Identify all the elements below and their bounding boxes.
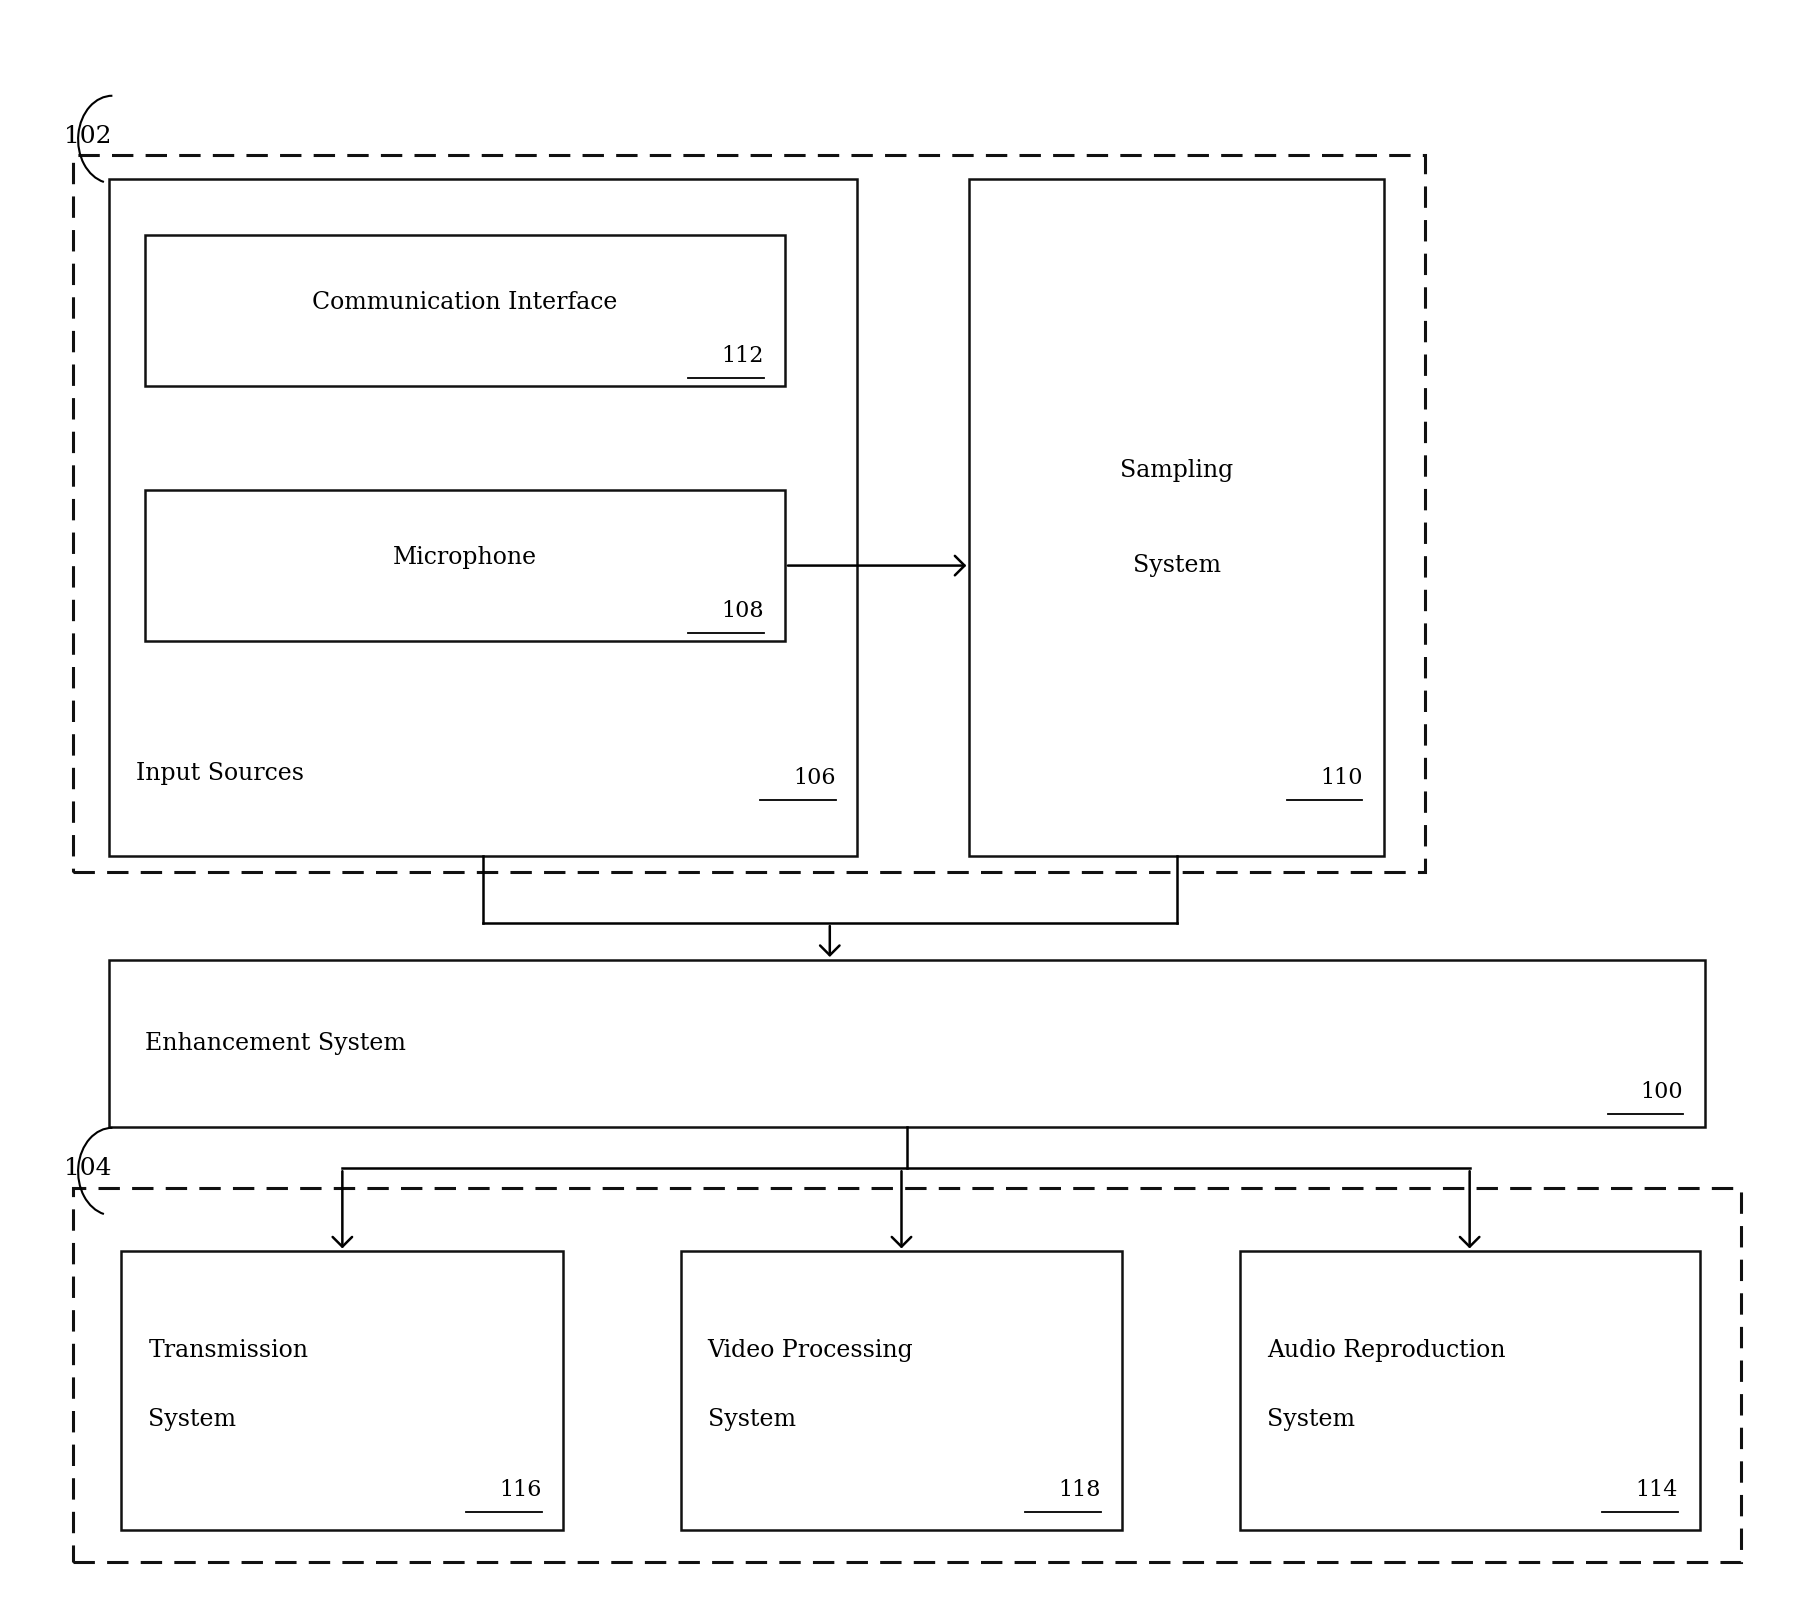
Text: System: System: [708, 1407, 795, 1431]
Text: Communication Interface: Communication Interface: [312, 291, 618, 314]
Text: 104: 104: [63, 1156, 111, 1180]
Text: 112: 112: [721, 346, 763, 367]
Bar: [72, 1188, 1741, 1563]
Bar: [969, 179, 1384, 857]
Text: System: System: [1132, 554, 1221, 576]
Text: Audio Reproduction: Audio Reproduction: [1267, 1340, 1506, 1362]
Bar: [681, 1252, 1122, 1531]
Text: 102: 102: [63, 125, 111, 147]
Text: System: System: [149, 1407, 236, 1431]
Bar: [145, 235, 785, 386]
Text: 106: 106: [794, 767, 835, 789]
Text: 114: 114: [1636, 1479, 1678, 1502]
Bar: [121, 1252, 564, 1531]
Text: Transmission: Transmission: [149, 1340, 308, 1362]
Bar: [72, 155, 1426, 873]
Text: 116: 116: [500, 1479, 542, 1502]
Text: Enhancement System: Enhancement System: [145, 1033, 406, 1055]
Text: 110: 110: [1319, 767, 1363, 789]
Bar: [1239, 1252, 1700, 1531]
Bar: [109, 179, 857, 857]
Bar: [145, 490, 785, 642]
Text: 118: 118: [1058, 1479, 1102, 1502]
Text: Microphone: Microphone: [393, 546, 536, 568]
Text: Video Processing: Video Processing: [708, 1340, 913, 1362]
Text: 100: 100: [1640, 1081, 1683, 1103]
Text: System: System: [1267, 1407, 1355, 1431]
Text: Sampling: Sampling: [1120, 458, 1234, 482]
Text: Input Sources: Input Sources: [136, 762, 304, 784]
Bar: [109, 959, 1705, 1127]
Text: 108: 108: [721, 600, 763, 623]
